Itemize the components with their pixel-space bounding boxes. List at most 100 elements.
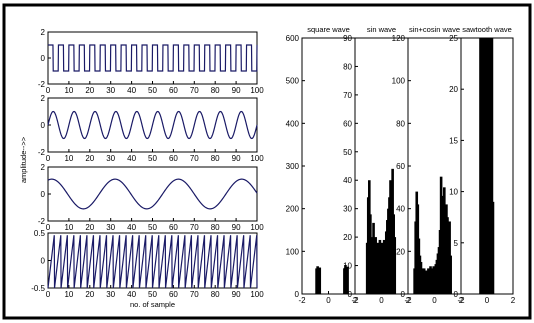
x-tick-label: 100 xyxy=(250,223,264,232)
x-tick-label: 10 xyxy=(64,86,73,95)
x-tick-label: 50 xyxy=(148,223,157,232)
x-tick-label: 20 xyxy=(85,223,94,232)
y-tick-label: -2 xyxy=(38,80,46,89)
x-tick-label: 0 xyxy=(485,296,490,305)
x-tick-label: 10 xyxy=(64,290,73,299)
y-tick-label: 70 xyxy=(343,91,352,100)
x-tick-label: 60 xyxy=(169,223,178,232)
y-tick-label: 30 xyxy=(343,205,352,214)
x-tick-label: 20 xyxy=(85,86,94,95)
y-tick-label: 0 xyxy=(454,290,459,299)
x-tick-label: 30 xyxy=(106,223,115,232)
x-tick-label: 10 xyxy=(64,223,73,232)
y-tick-label: 20 xyxy=(343,233,352,242)
x-tick-label: 20 xyxy=(85,290,94,299)
chart-title: sin+cosin wave xyxy=(409,25,460,34)
histogram-bar xyxy=(393,237,397,294)
x-tick-label: 2 xyxy=(406,296,411,305)
x-tick-label: 50 xyxy=(148,86,157,95)
y-tick-label: 300 xyxy=(286,162,300,171)
x-tick-label: 2 xyxy=(511,296,516,305)
y-tick-label: 20 xyxy=(396,247,405,256)
chart-title: square wave xyxy=(307,25,350,34)
histogram-bar xyxy=(490,38,494,294)
x-tick-label: 0 xyxy=(46,154,51,163)
y-tick-label: 2 xyxy=(41,163,46,172)
x-axis-label: no. of sample xyxy=(130,300,175,309)
y-tick-label: 80 xyxy=(396,119,405,128)
y-tick-label: 100 xyxy=(286,247,300,256)
x-tick-label: 0 xyxy=(432,296,437,305)
y-tick-label: 500 xyxy=(286,77,300,86)
series-line xyxy=(48,44,258,72)
series-line xyxy=(47,110,258,140)
x-tick-label: 60 xyxy=(169,290,178,299)
x-tick-label: 40 xyxy=(127,86,136,95)
x-tick-label: 30 xyxy=(106,86,115,95)
series-line xyxy=(47,178,258,210)
x-tick-label: 70 xyxy=(190,223,199,232)
x-tick-label: 30 xyxy=(106,290,115,299)
y-tick-label: 60 xyxy=(343,119,352,128)
x-tick-label: 0 xyxy=(326,296,331,305)
x-tick-label: 100 xyxy=(250,86,264,95)
chart-panel-4: 0 10 20 30 40 50 60 70 80 90 100-0.500.5no. of sam… xyxy=(31,229,264,309)
chart-title: sin wave xyxy=(367,25,396,34)
x-tick-label: 10 xyxy=(64,154,73,163)
y-tick-label: 200 xyxy=(286,205,300,214)
x-tick-label: 0 xyxy=(46,86,51,95)
y-axis-label: amplitude-->> xyxy=(19,136,28,183)
y-tick-label: 40 xyxy=(396,205,405,214)
x-tick-label: 2 xyxy=(353,296,358,305)
y-tick-label: 0 xyxy=(41,190,46,199)
axes-frame xyxy=(301,37,356,295)
x-tick-label: -2 xyxy=(351,296,359,305)
histogram-bar xyxy=(346,266,349,294)
x-tick-label: 100 xyxy=(250,154,264,163)
x-tick-label: -2 xyxy=(457,296,465,305)
x-tick-label: 60 xyxy=(169,86,178,95)
y-tick-label: 10 xyxy=(449,188,458,197)
y-tick-label: 0 xyxy=(41,257,46,266)
x-tick-label: 80 xyxy=(211,86,220,95)
histogram-bar xyxy=(449,255,452,294)
y-tick-label: 100 xyxy=(392,77,406,86)
x-tick-label: 30 xyxy=(106,154,115,163)
y-tick-label: 0 xyxy=(295,290,300,299)
y-tick-label: 0.5 xyxy=(34,229,46,238)
x-tick-label: 0 xyxy=(379,296,384,305)
y-tick-label: 60 xyxy=(396,162,405,171)
x-tick-label: 70 xyxy=(190,154,199,163)
x-tick-label: 50 xyxy=(148,290,157,299)
x-tick-label: 0 xyxy=(46,290,51,299)
x-tick-label: 90 xyxy=(232,86,241,95)
y-tick-label: 40 xyxy=(343,176,352,185)
x-tick-label: 50 xyxy=(148,154,157,163)
y-tick-label: 400 xyxy=(286,119,300,128)
x-tick-label: 70 xyxy=(190,86,199,95)
x-tick-label: 80 xyxy=(211,223,220,232)
x-tick-label: 20 xyxy=(85,154,94,163)
y-tick-label: 10 xyxy=(343,262,352,271)
y-tick-label: 0 xyxy=(41,54,46,63)
x-tick-label: 40 xyxy=(127,154,136,163)
y-tick-label: 50 xyxy=(343,148,352,157)
y-tick-label: -2 xyxy=(38,217,46,226)
y-tick-label: -2 xyxy=(38,148,46,157)
x-tick-label: 100 xyxy=(250,290,264,299)
y-tick-label: -0.5 xyxy=(31,284,45,293)
x-tick-label: 2 xyxy=(459,296,464,305)
x-tick-label: 90 xyxy=(232,223,241,232)
axes-frame xyxy=(47,166,258,222)
y-tick-label: 5 xyxy=(454,239,459,248)
y-tick-label: 80 xyxy=(343,62,352,71)
histogram-bar xyxy=(491,201,495,294)
x-tick-label: -2 xyxy=(404,296,412,305)
x-tick-label: 90 xyxy=(232,154,241,163)
